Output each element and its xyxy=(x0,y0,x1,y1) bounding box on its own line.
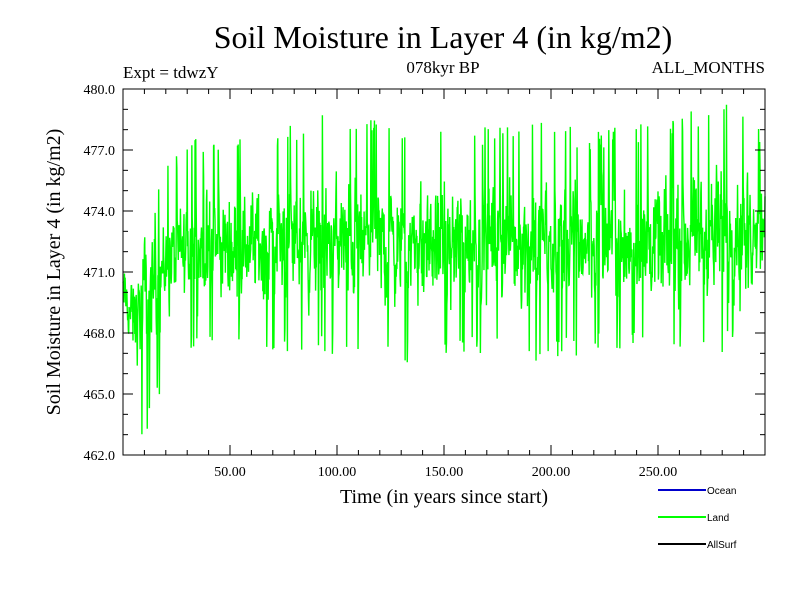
plot-area: 50.00 100.00 150.00 200.00 250.00 462.0 465.0… xyxy=(84,83,766,480)
y-axis: 462.0 465.0 468.0 471.0 474.0 477.0 480.0 xyxy=(84,83,765,464)
y-axis-label: Soil Moisture in Layer 4 (in kg/m2) xyxy=(43,129,65,416)
x-axis: 50.00 100.00 150.00 200.00 250.00 xyxy=(143,89,745,480)
x-tick-label: 250.00 xyxy=(639,465,678,480)
y-tick-label: 471.0 xyxy=(84,266,116,281)
x-tick-label: 50.00 xyxy=(214,465,246,480)
x-tick-label: 150.00 xyxy=(425,465,464,480)
y-tick-label: 465.0 xyxy=(84,388,116,403)
chart-title: Soil Moisture in Layer 4 (in kg/m2) xyxy=(214,19,673,55)
y-tick-label: 462.0 xyxy=(84,449,116,464)
y-tick-label: 474.0 xyxy=(84,205,116,220)
chart-left-note: Expt = tdwzY xyxy=(123,63,219,82)
chart-subtitle: 078kyr BP xyxy=(406,58,479,77)
x-axis-label: Time (in years since start) xyxy=(340,486,548,508)
chart-right-note: ALL_MONTHS xyxy=(652,58,765,77)
legend-label-ocean: Ocean xyxy=(707,486,736,497)
legend-label-allsurf: AllSurf xyxy=(707,540,737,551)
series-layer xyxy=(122,104,766,435)
y-tick-label: 468.0 xyxy=(84,327,116,342)
x-tick-label: 200.00 xyxy=(532,465,571,480)
series-line-land xyxy=(122,104,766,435)
legend-label-land: Land xyxy=(707,513,729,524)
x-tick-label: 100.00 xyxy=(318,465,357,480)
legend: Ocean Land AllSurf xyxy=(658,486,737,551)
y-tick-label: 477.0 xyxy=(84,144,116,159)
y-tick-label: 480.0 xyxy=(84,83,116,98)
